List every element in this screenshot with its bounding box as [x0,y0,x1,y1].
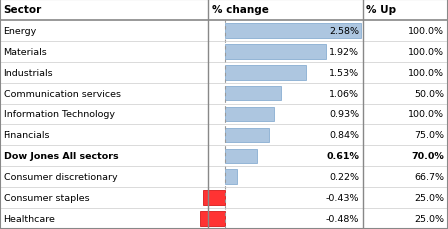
Text: Consumer staples: Consumer staples [4,193,89,202]
Text: 100.0%: 100.0% [409,27,444,36]
Text: 50.0%: 50.0% [414,89,444,98]
Bar [225,24,361,38]
Text: Information Technology: Information Technology [4,110,115,119]
Bar [225,128,269,143]
Text: 100.0%: 100.0% [409,48,444,57]
Text: 66.7%: 66.7% [414,172,444,181]
Text: Communication services: Communication services [4,89,121,98]
Text: -0.48%: -0.48% [326,214,359,223]
Text: Industrials: Industrials [4,68,53,77]
Text: 100.0%: 100.0% [409,68,444,77]
Text: % Up: % Up [366,5,396,15]
Bar [203,191,225,205]
Text: 0.93%: 0.93% [329,110,359,119]
Text: 1.06%: 1.06% [329,89,359,98]
Text: Energy: Energy [4,27,37,36]
Bar [225,45,326,59]
Bar [225,149,257,164]
Text: % change: % change [212,5,269,15]
Bar [225,86,281,101]
Text: 0.84%: 0.84% [329,131,359,140]
Text: 0.61%: 0.61% [327,152,359,161]
Text: 25.0%: 25.0% [414,214,444,223]
Text: Sector: Sector [4,5,42,15]
Text: 2.58%: 2.58% [329,27,359,36]
Text: -0.43%: -0.43% [326,193,359,202]
Text: 75.0%: 75.0% [414,131,444,140]
Text: Materials: Materials [4,48,47,57]
Text: 1.92%: 1.92% [329,48,359,57]
Text: 70.0%: 70.0% [412,152,444,161]
Text: 25.0%: 25.0% [414,193,444,202]
Text: Financials: Financials [4,131,50,140]
Text: Dow Jones All sectors: Dow Jones All sectors [4,152,118,161]
Text: Consumer discretionary: Consumer discretionary [4,172,117,181]
Bar [225,170,237,184]
Bar [200,211,225,226]
Bar [225,107,274,122]
Text: 0.22%: 0.22% [329,172,359,181]
Text: Healthcare: Healthcare [4,214,56,223]
Text: 100.0%: 100.0% [409,110,444,119]
Text: 1.53%: 1.53% [329,68,359,77]
Bar [225,65,306,80]
